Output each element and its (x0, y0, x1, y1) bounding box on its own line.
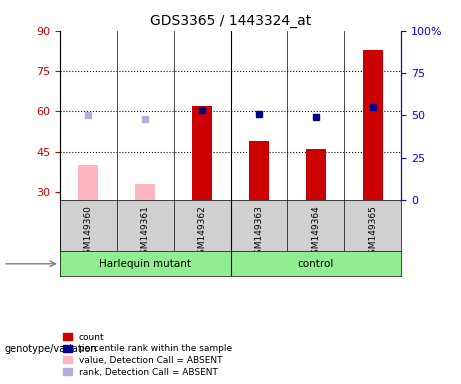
Bar (249, 141, 269, 200)
Text: GSM149365: GSM149365 (368, 205, 377, 260)
Text: GSM149363: GSM149363 (254, 205, 263, 260)
Legend: count, percentile rank within the sample, value, Detection Call = ABSENT, rank, : count, percentile rank within the sample… (60, 330, 235, 379)
Title: GDS3365 / 1443324_at: GDS3365 / 1443324_at (150, 14, 311, 28)
Bar (306, 149, 326, 200)
Text: genotype/variation: genotype/variation (5, 344, 97, 354)
Text: GSM149361: GSM149361 (141, 205, 150, 260)
Text: GSM149364: GSM149364 (311, 205, 320, 260)
Text: GSM149360: GSM149360 (84, 205, 93, 260)
Bar (363, 50, 383, 200)
Bar (135, 184, 155, 200)
Bar (192, 106, 212, 200)
Text: GSM149362: GSM149362 (198, 205, 207, 260)
Text: Harlequin mutant: Harlequin mutant (99, 259, 191, 269)
Bar (78, 165, 98, 200)
Text: control: control (298, 259, 334, 269)
